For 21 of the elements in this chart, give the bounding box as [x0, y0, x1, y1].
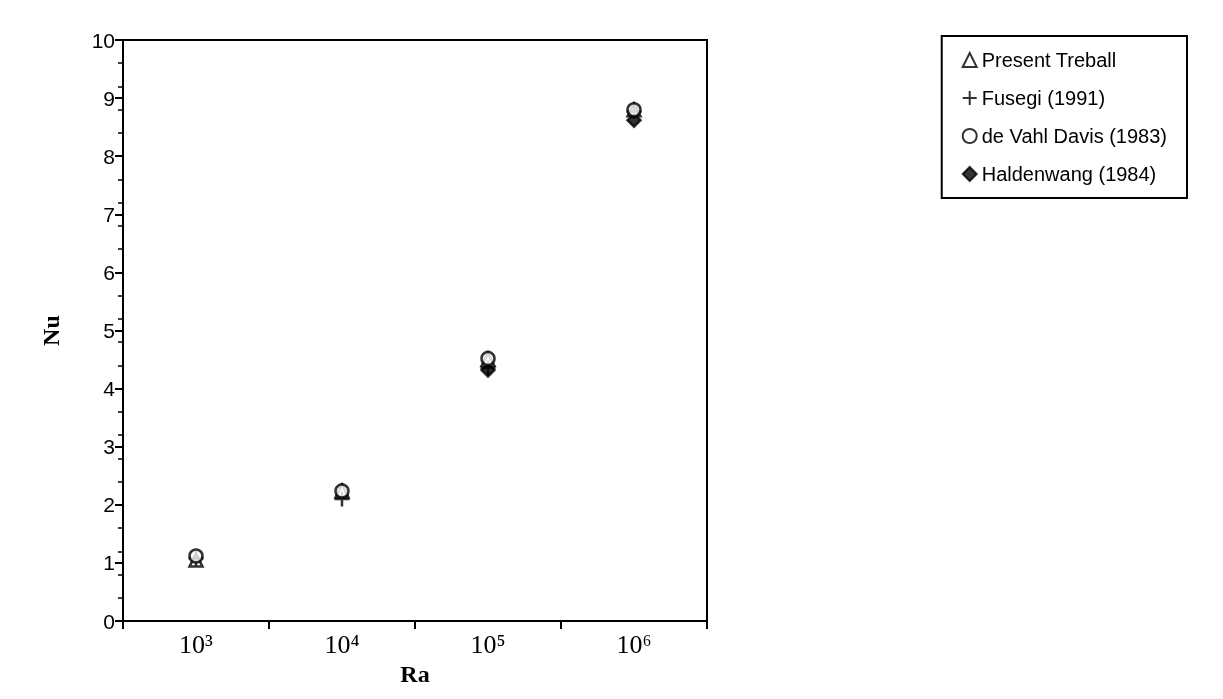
y-axis-title: Nu [38, 315, 64, 346]
x-tick-label: 10³ [179, 629, 214, 659]
legend-label: Haldenwang (1984) [981, 163, 1157, 185]
y-tick-label: 9 [103, 86, 115, 110]
y-tick-label: 5 [103, 319, 115, 343]
y-tick-label: 8 [103, 144, 115, 168]
legend-label: Fusegi (1991) [981, 87, 1106, 109]
y-tick-label: 4 [103, 377, 116, 401]
x-tick-label: 10⁵ [470, 629, 506, 659]
y-tick-label: 0 [103, 609, 115, 633]
legend-label: de Vahl Davis (1983) [981, 125, 1168, 147]
y-tick-label: 6 [103, 260, 115, 284]
x-tick-label: 10⁶ [616, 629, 652, 659]
y-tick-label: 1 [103, 551, 115, 575]
y-tick-label: 2 [103, 493, 115, 517]
y-tick-label: 3 [103, 435, 115, 459]
x-axis-title: Ra [400, 661, 430, 687]
y-tick-label: 7 [103, 202, 115, 226]
y-tick-label: 10 [91, 28, 115, 52]
x-tick-label: 10⁴ [324, 629, 360, 659]
legend-label: Present Treball [981, 49, 1117, 71]
